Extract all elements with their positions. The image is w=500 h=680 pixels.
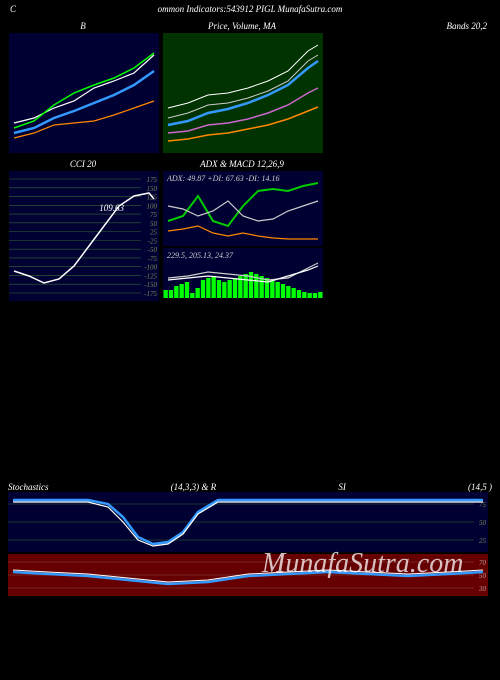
svg-text:70: 70	[479, 559, 487, 567]
svg-text:25: 25	[479, 537, 487, 545]
svg-text:-50: -50	[148, 246, 158, 254]
chart-bands: Bands 20,2	[326, 18, 492, 154]
chart-stoch-svg: 755025	[8, 492, 488, 552]
chart-b-title: B	[9, 19, 157, 33]
svg-text:-75: -75	[148, 255, 158, 263]
stoch-label-mid1: (14,3,3) & R	[171, 482, 217, 492]
svg-text:109.63: 109.63	[99, 203, 124, 213]
chart-adx-svg: ADX: 49.87 +DI: 67.63 -DI: 14.16	[163, 171, 323, 246]
svg-text:175: 175	[147, 176, 158, 184]
chart-rsi-wrap: 705030	[0, 552, 500, 596]
svg-text:30: 30	[478, 585, 487, 593]
chart-ma: Price, Volume, MA	[162, 18, 322, 154]
svg-text:-150: -150	[144, 281, 157, 289]
chart-cci-title: CCI 20	[9, 157, 157, 171]
chart-b-svg	[9, 33, 159, 153]
chart-row-1: B Price, Volume, MA Bands 20,2	[0, 18, 500, 154]
svg-text:100: 100	[147, 202, 158, 210]
svg-text:75: 75	[150, 211, 158, 219]
svg-text:-175: -175	[144, 290, 157, 298]
svg-text:-25: -25	[148, 237, 158, 245]
svg-text:-125: -125	[144, 272, 157, 280]
chart-stoch-wrap: 755025	[0, 492, 500, 552]
chart-row-2: CCI 20 175150125100755025-25-50-75-100-1…	[0, 156, 500, 302]
chart-rsi-svg: 705030	[8, 554, 488, 596]
header-text: ommon Indicators:543912 PIGL MunafaSutra…	[158, 4, 343, 14]
chart-ma-title: Price, Volume, MA	[163, 19, 321, 33]
svg-text:50: 50	[150, 220, 158, 228]
chart-bands-title: Bands 20,2	[327, 19, 491, 33]
chart-ma-svg	[163, 33, 323, 153]
svg-text:-100: -100	[144, 264, 157, 272]
stoch-label-right: (14,5 )	[468, 482, 492, 492]
chart-adx-title: ADX & MACD 12,26,9	[163, 157, 321, 171]
svg-text:25: 25	[150, 229, 158, 237]
svg-text:229.5, 205.13, 24.37: 229.5, 205.13, 24.37	[167, 251, 234, 260]
page-header: C ommon Indicators:543912 PIGL MunafaSut…	[0, 0, 500, 18]
chart-macd-svg: 229.5, 205.13, 24.37	[163, 248, 323, 298]
chart-b: B	[8, 18, 158, 154]
svg-text:150: 150	[147, 185, 158, 193]
stoch-title-row: Stochastics (14,3,3) & R SI (14,5 )	[0, 482, 500, 492]
stoch-label-mid2: SI	[338, 482, 346, 492]
header-prefix: C	[10, 4, 16, 14]
chart-cci-svg: 175150125100755025-25-50-75-100-125-150-…	[9, 171, 159, 301]
chart-adx-macd: ADX & MACD 12,26,9 ADX: 49.87 +DI: 67.63…	[162, 156, 322, 302]
chart-cci: CCI 20 175150125100755025-25-50-75-100-1…	[8, 156, 158, 302]
svg-text:ADX: 49.87 +DI: 67.63 -DI: 14.: ADX: 49.87 +DI: 67.63 -DI: 14.16	[166, 174, 280, 183]
svg-text:50: 50	[479, 519, 487, 527]
stoch-label-left: Stochastics	[8, 482, 49, 492]
